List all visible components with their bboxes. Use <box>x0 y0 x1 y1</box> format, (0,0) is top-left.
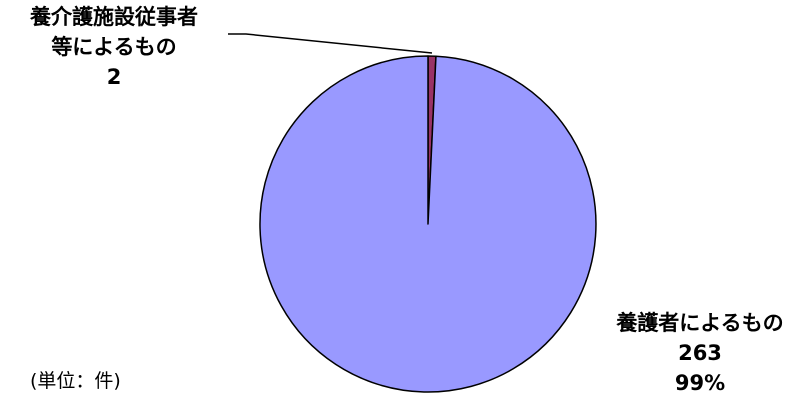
slice-label-caregiver: 養護者によるもの 263 99% <box>600 308 800 398</box>
slice-label-facility-staff-line1: 養介護施設従事者 <box>30 5 198 29</box>
pie-slice-caregiver <box>259 55 597 393</box>
slice-percent-caregiver: 99% <box>674 371 726 395</box>
slice-value-facility-staff: 2 <box>106 65 122 89</box>
slice-label-caregiver-name: 養護者によるもの <box>616 311 784 335</box>
slice-value-caregiver: 263 <box>678 341 722 365</box>
unit-note: (単位：件) <box>30 370 121 392</box>
slice-label-facility-staff-line2: 等によるもの <box>51 35 177 59</box>
slice-label-facility-staff: 養介護施設従事者 等によるもの 2 <box>0 2 228 92</box>
leader-line-facility-staff <box>228 33 433 54</box>
